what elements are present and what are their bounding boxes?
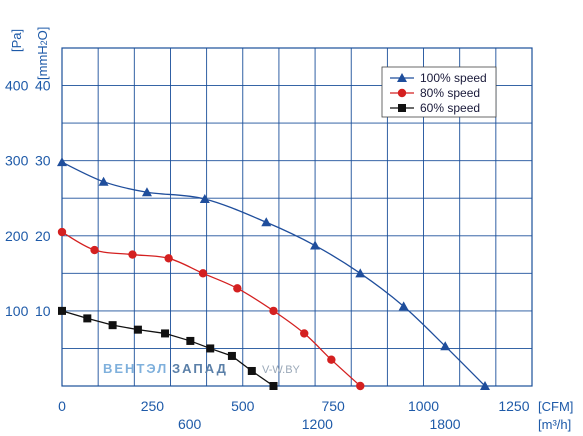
data-point-triangle — [398, 301, 409, 311]
series-circle — [57, 227, 365, 391]
x-tick-label-m3h: 600 — [178, 416, 202, 432]
watermark-part2: ЗАПАД — [172, 361, 228, 376]
y-tick-label-mmh2o: 20 — [35, 228, 51, 244]
data-point-square — [398, 104, 406, 112]
y-tick-label-pa: 200 — [5, 228, 29, 244]
data-point-circle — [233, 284, 242, 293]
data-point-triangle — [355, 268, 366, 278]
y-unit-right-prefix: [mmH — [35, 45, 50, 80]
series-line — [61, 310, 274, 387]
data-point-square — [227, 351, 236, 360]
data-point-triangle — [397, 73, 407, 82]
legend-entry-label: 100% speed — [420, 71, 487, 85]
y-unit-right-sub: 2 — [39, 40, 49, 45]
y-unit-left-label: [Pa] — [9, 29, 24, 52]
x-tick-label-cfm: 500 — [231, 398, 255, 414]
data-point-square — [186, 336, 195, 345]
data-point-square — [108, 321, 117, 330]
data-point-triangle — [440, 341, 451, 351]
x-tick-label-cfm: 250 — [141, 398, 165, 414]
data-point-circle — [128, 250, 137, 259]
x-tick-label-m3h: 1200 — [302, 416, 333, 432]
data-point-square — [58, 306, 66, 315]
x-tick-label-cfm: 1000 — [408, 398, 439, 414]
data-point-square — [269, 382, 278, 390]
y-tick-label-mmh2o: 40 — [35, 78, 51, 94]
axes — [61, 47, 533, 387]
legend-entry-label: 80% speed — [420, 86, 480, 100]
tick-labels: 0 250 500 750 1000 1250 600 1200 1800 100 10 200 20 3… — [5, 78, 530, 432]
data-point-circle — [300, 329, 309, 338]
x-tick-label-cfm: 750 — [321, 398, 345, 414]
data-point-square — [206, 344, 215, 353]
y-tick-label-pa: 300 — [5, 153, 29, 169]
data-point-triangle — [199, 193, 210, 203]
series-line — [61, 231, 361, 387]
x-unit-top-label: [CFM] — [538, 399, 573, 414]
series-line — [61, 161, 486, 387]
data-point-triangle — [480, 381, 490, 390]
series-layer — [57, 157, 490, 391]
x-tick-label-cfm: 0 — [58, 398, 66, 414]
series-triangle — [57, 157, 490, 390]
x-tick-label-cfm: 1250 — [498, 398, 529, 414]
watermark: ВЕНТЭЛ ЗАПАД V-W.BY — [103, 361, 301, 376]
data-point-circle — [327, 355, 336, 364]
data-point-square — [247, 366, 256, 375]
x-tick-label-m3h: 1800 — [429, 416, 460, 432]
data-point-square — [83, 314, 92, 323]
x-unit-bottom-label: [m³/h] — [538, 417, 571, 432]
data-point-triangle — [261, 217, 272, 227]
plot-frame — [61, 47, 533, 387]
y-tick-label-pa: 100 — [5, 303, 29, 319]
data-point-triangle — [141, 187, 152, 197]
y-tick-label-mmh2o: 10 — [35, 303, 51, 319]
data-point-circle — [90, 245, 99, 255]
series-square — [58, 306, 278, 390]
watermark-part1: ВЕНТЭЛ — [103, 361, 168, 376]
data-point-circle — [356, 381, 365, 391]
data-point-square — [161, 329, 170, 338]
axis-unit-labels: [Pa] [mmH2O] [CFM] [m³/h] — [9, 27, 573, 432]
data-point-circle — [269, 306, 278, 316]
data-point-triangle — [98, 176, 109, 186]
data-point-circle — [164, 254, 173, 263]
watermark-part3: V-W.BY — [262, 364, 301, 376]
y-unit-right-suffix: O] — [35, 27, 50, 41]
y-tick-label-mmh2o: 30 — [35, 153, 51, 169]
data-point-triangle — [310, 240, 321, 250]
legend-entry-label: 60% speed — [420, 101, 480, 115]
data-point-circle — [198, 269, 208, 278]
y-tick-label-pa: 400 — [5, 78, 29, 94]
data-point-circle — [397, 88, 407, 98]
data-point-circle — [57, 227, 67, 237]
data-point-square — [133, 325, 142, 334]
y-unit-right-label: [mmH2O] — [35, 27, 50, 80]
data-point-triangle — [57, 157, 67, 167]
